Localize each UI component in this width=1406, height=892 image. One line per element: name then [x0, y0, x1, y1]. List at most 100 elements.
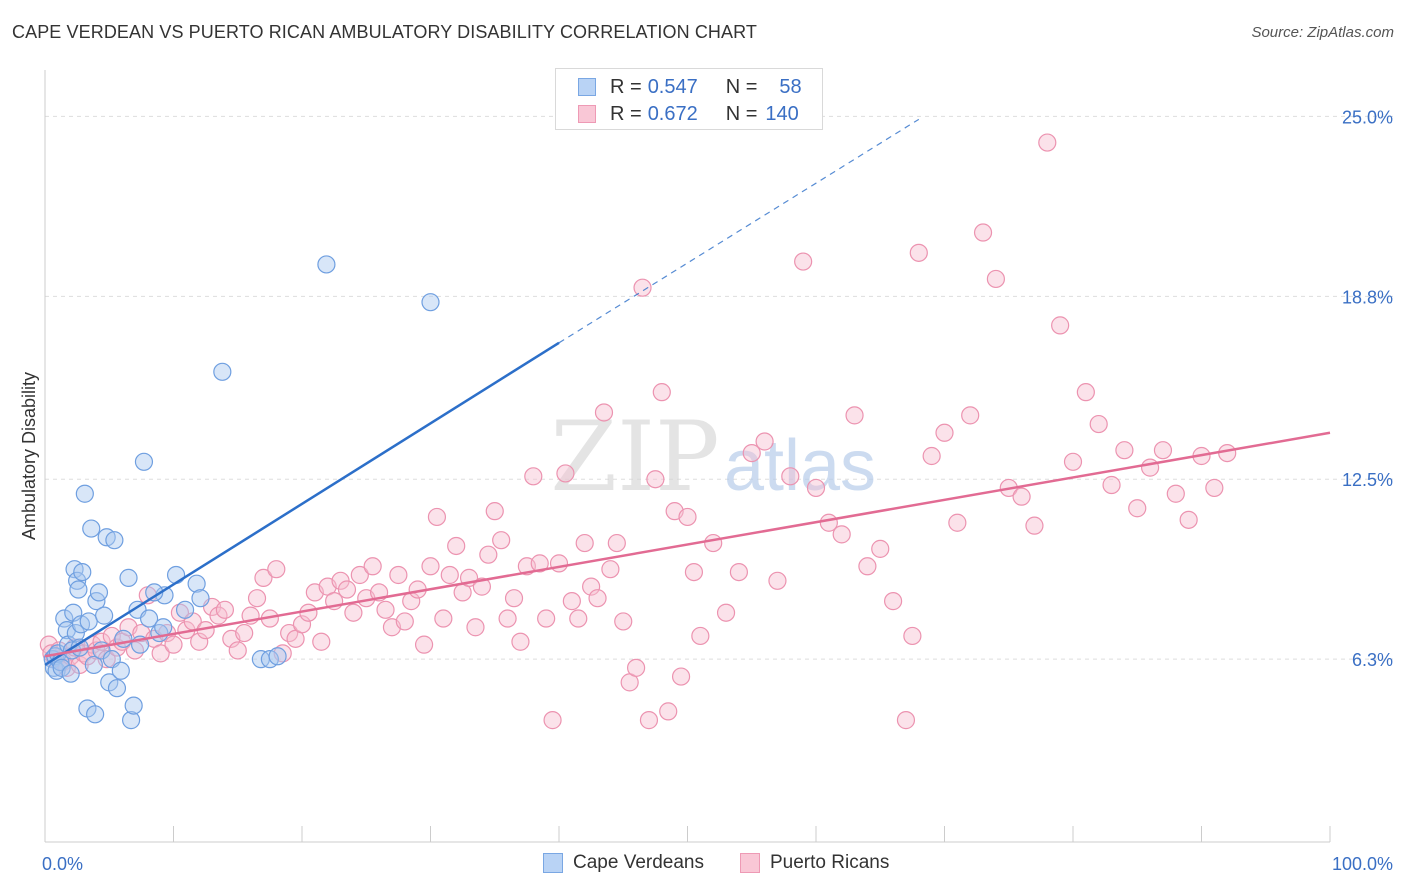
- puerto-rican-point: [228, 641, 247, 660]
- puerto-rican-point: [215, 600, 234, 619]
- cape-verdean-point: [191, 589, 210, 608]
- stats-n-value: 58: [779, 75, 802, 98]
- cape-verdean-point: [55, 609, 74, 628]
- puerto-rican-point: [973, 223, 993, 242]
- puerto-rican-point: [447, 536, 466, 556]
- cape-verdean-point: [89, 583, 109, 602]
- x-tick-label: 100.0%: [1332, 854, 1393, 874]
- cape-verdean-point: [187, 574, 206, 593]
- puerto-rican-point: [684, 562, 704, 582]
- cape-verdean-point: [66, 623, 85, 643]
- puerto-rican-point: [556, 464, 575, 483]
- puerto-rican-point: [755, 432, 774, 451]
- legend-label: Puerto Ricans: [770, 852, 890, 873]
- chart-title: CAPE VERDEAN VS PUERTO RICAN AMBULATORY …: [12, 22, 757, 42]
- puerto-rican-point: [594, 403, 614, 422]
- cape-verdean-trend-extension: [558, 118, 920, 344]
- cape-verdean-point: [52, 658, 71, 677]
- puerto-rican-point: [646, 470, 665, 489]
- puerto-rican-point: [614, 612, 633, 631]
- puerto-rican-point: [1102, 475, 1121, 495]
- legend-item-puerto-ricans[interactable]: Puerto Ricans: [740, 852, 889, 874]
- puerto-rican-point: [498, 609, 517, 628]
- puerto-rican-point: [492, 531, 511, 550]
- cape-verdean-point: [154, 618, 173, 637]
- puerto-rican-point: [671, 667, 691, 686]
- y-tick-label: 6.3%: [1352, 650, 1393, 670]
- cape-verdean-point: [268, 647, 287, 666]
- cape-verdean-point: [111, 661, 130, 680]
- puerto-rican-point: [832, 525, 851, 544]
- puerto-rican-point: [312, 632, 331, 651]
- puerto-rican-point: [729, 562, 749, 582]
- puerto-rican-point: [440, 565, 459, 585]
- puerto-rican-point: [466, 618, 485, 637]
- puerto-rican-point: [562, 592, 581, 611]
- puerto-rican-point: [909, 243, 928, 262]
- puerto-rican-point: [607, 533, 626, 553]
- stats-legend-box: R = 0.547 N = 58 R = 0.672 N = 140: [555, 68, 823, 130]
- cape-verdean-point: [95, 606, 114, 625]
- puerto-rican-point: [543, 711, 562, 730]
- stats-r-value: 0.547: [647, 75, 698, 98]
- trend-lines: [44, 118, 1331, 667]
- cape-verdean-point: [75, 484, 94, 503]
- puerto-rican-point: [235, 623, 254, 643]
- legend-label: Cape Verdeans: [573, 852, 704, 873]
- puerto-rican-point: [1179, 510, 1198, 529]
- puerto-rican-point: [935, 423, 954, 442]
- puerto-rican-point: [626, 658, 646, 677]
- cape-verdean-point: [73, 562, 92, 582]
- puerto-rican-point: [704, 533, 723, 553]
- puerto-rican-point: [652, 383, 671, 402]
- puerto-rican-point: [427, 507, 447, 527]
- axes: [44, 70, 1331, 843]
- puerto-rican-point: [1012, 487, 1031, 506]
- puerto-rican-point: [1038, 133, 1057, 152]
- puerto-rican-point: [434, 609, 453, 628]
- puerto-rican-point: [691, 626, 710, 646]
- puerto-rican-point: [151, 644, 170, 663]
- cape-verdean-point: [86, 705, 105, 724]
- puerto-rican-point: [883, 592, 903, 611]
- puerto-rican-point: [190, 632, 209, 651]
- cape-verdean-trend-line: [44, 341, 560, 667]
- stats-r-label: R =: [610, 102, 642, 125]
- puerto-rican-point: [1153, 441, 1173, 460]
- puerto-rican-point: [1140, 458, 1160, 477]
- chart-source: Source: ZipAtlas.com: [1251, 24, 1394, 41]
- legend-swatch-pink: [740, 853, 760, 873]
- puerto-rican-point: [678, 507, 697, 527]
- puerto-rican-point: [845, 406, 864, 425]
- cape-verdean-point: [105, 531, 124, 550]
- puerto-rican-point: [1025, 516, 1044, 535]
- puerto-rican-point: [350, 565, 369, 585]
- cape-verdean-point: [84, 655, 103, 675]
- legend-item-cape-verdeans[interactable]: Cape Verdeans: [543, 852, 704, 874]
- puerto-rican-point: [389, 565, 408, 585]
- puerto-rican-point: [794, 252, 813, 271]
- puerto-rican-point: [871, 539, 890, 558]
- y-tick-label: 12.5%: [1342, 470, 1393, 490]
- cape-verdean-point: [119, 568, 138, 587]
- puerto-rican-point: [601, 560, 620, 579]
- puerto-rican-point: [479, 545, 498, 564]
- legend-swatch-blue: [543, 853, 563, 873]
- puerto-rican-point: [1205, 478, 1224, 498]
- puerto-rican-point: [768, 571, 787, 590]
- puerto-rican-point: [537, 609, 556, 628]
- puerto-rican-point: [639, 711, 659, 730]
- cape-verdean-point: [79, 612, 98, 631]
- cape-verdean-point: [213, 362, 232, 381]
- stats-swatch-blue: [578, 78, 596, 96]
- puerto-rican-point: [414, 635, 434, 654]
- puerto-rican-point: [549, 554, 569, 573]
- stats-row-cape-verdeans: R = 0.547 N = 58: [578, 75, 802, 99]
- puerto-rican-point: [363, 557, 382, 576]
- puerto-rican-point: [125, 641, 145, 660]
- puerto-rican-point: [781, 467, 800, 486]
- puerto-rican-point: [1051, 316, 1070, 335]
- cape-verdean-point: [124, 696, 143, 715]
- y-tick-label: 18.8%: [1342, 287, 1393, 307]
- cape-verdean-point: [82, 519, 101, 538]
